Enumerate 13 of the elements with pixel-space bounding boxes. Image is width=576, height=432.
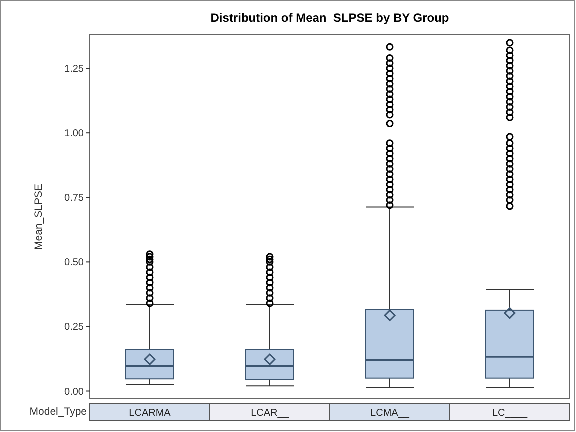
y-tick-label: 1.25 <box>64 64 84 76</box>
chart-title: Distribution of Mean_SLPSE by BY Group <box>210 11 450 25</box>
x-axis-title: Model_Type <box>30 406 88 418</box>
x-tick-label: LC____ <box>492 408 528 419</box>
y-axis-title: Mean_SLPSE <box>33 184 45 250</box>
y-tick-label: 0.75 <box>64 193 84 204</box>
x-tick-label: LCAR__ <box>251 408 290 419</box>
x-tick-label: LCMA__ <box>370 408 410 419</box>
y-tick-label: 0.50 <box>64 258 84 269</box>
y-tick-label: 0.25 <box>64 322 84 334</box>
y-tick-label: 0.00 <box>64 386 84 398</box>
x-tick-label: LCARMA <box>129 408 172 419</box>
y-tick-label: 1.00 <box>64 128 84 140</box>
